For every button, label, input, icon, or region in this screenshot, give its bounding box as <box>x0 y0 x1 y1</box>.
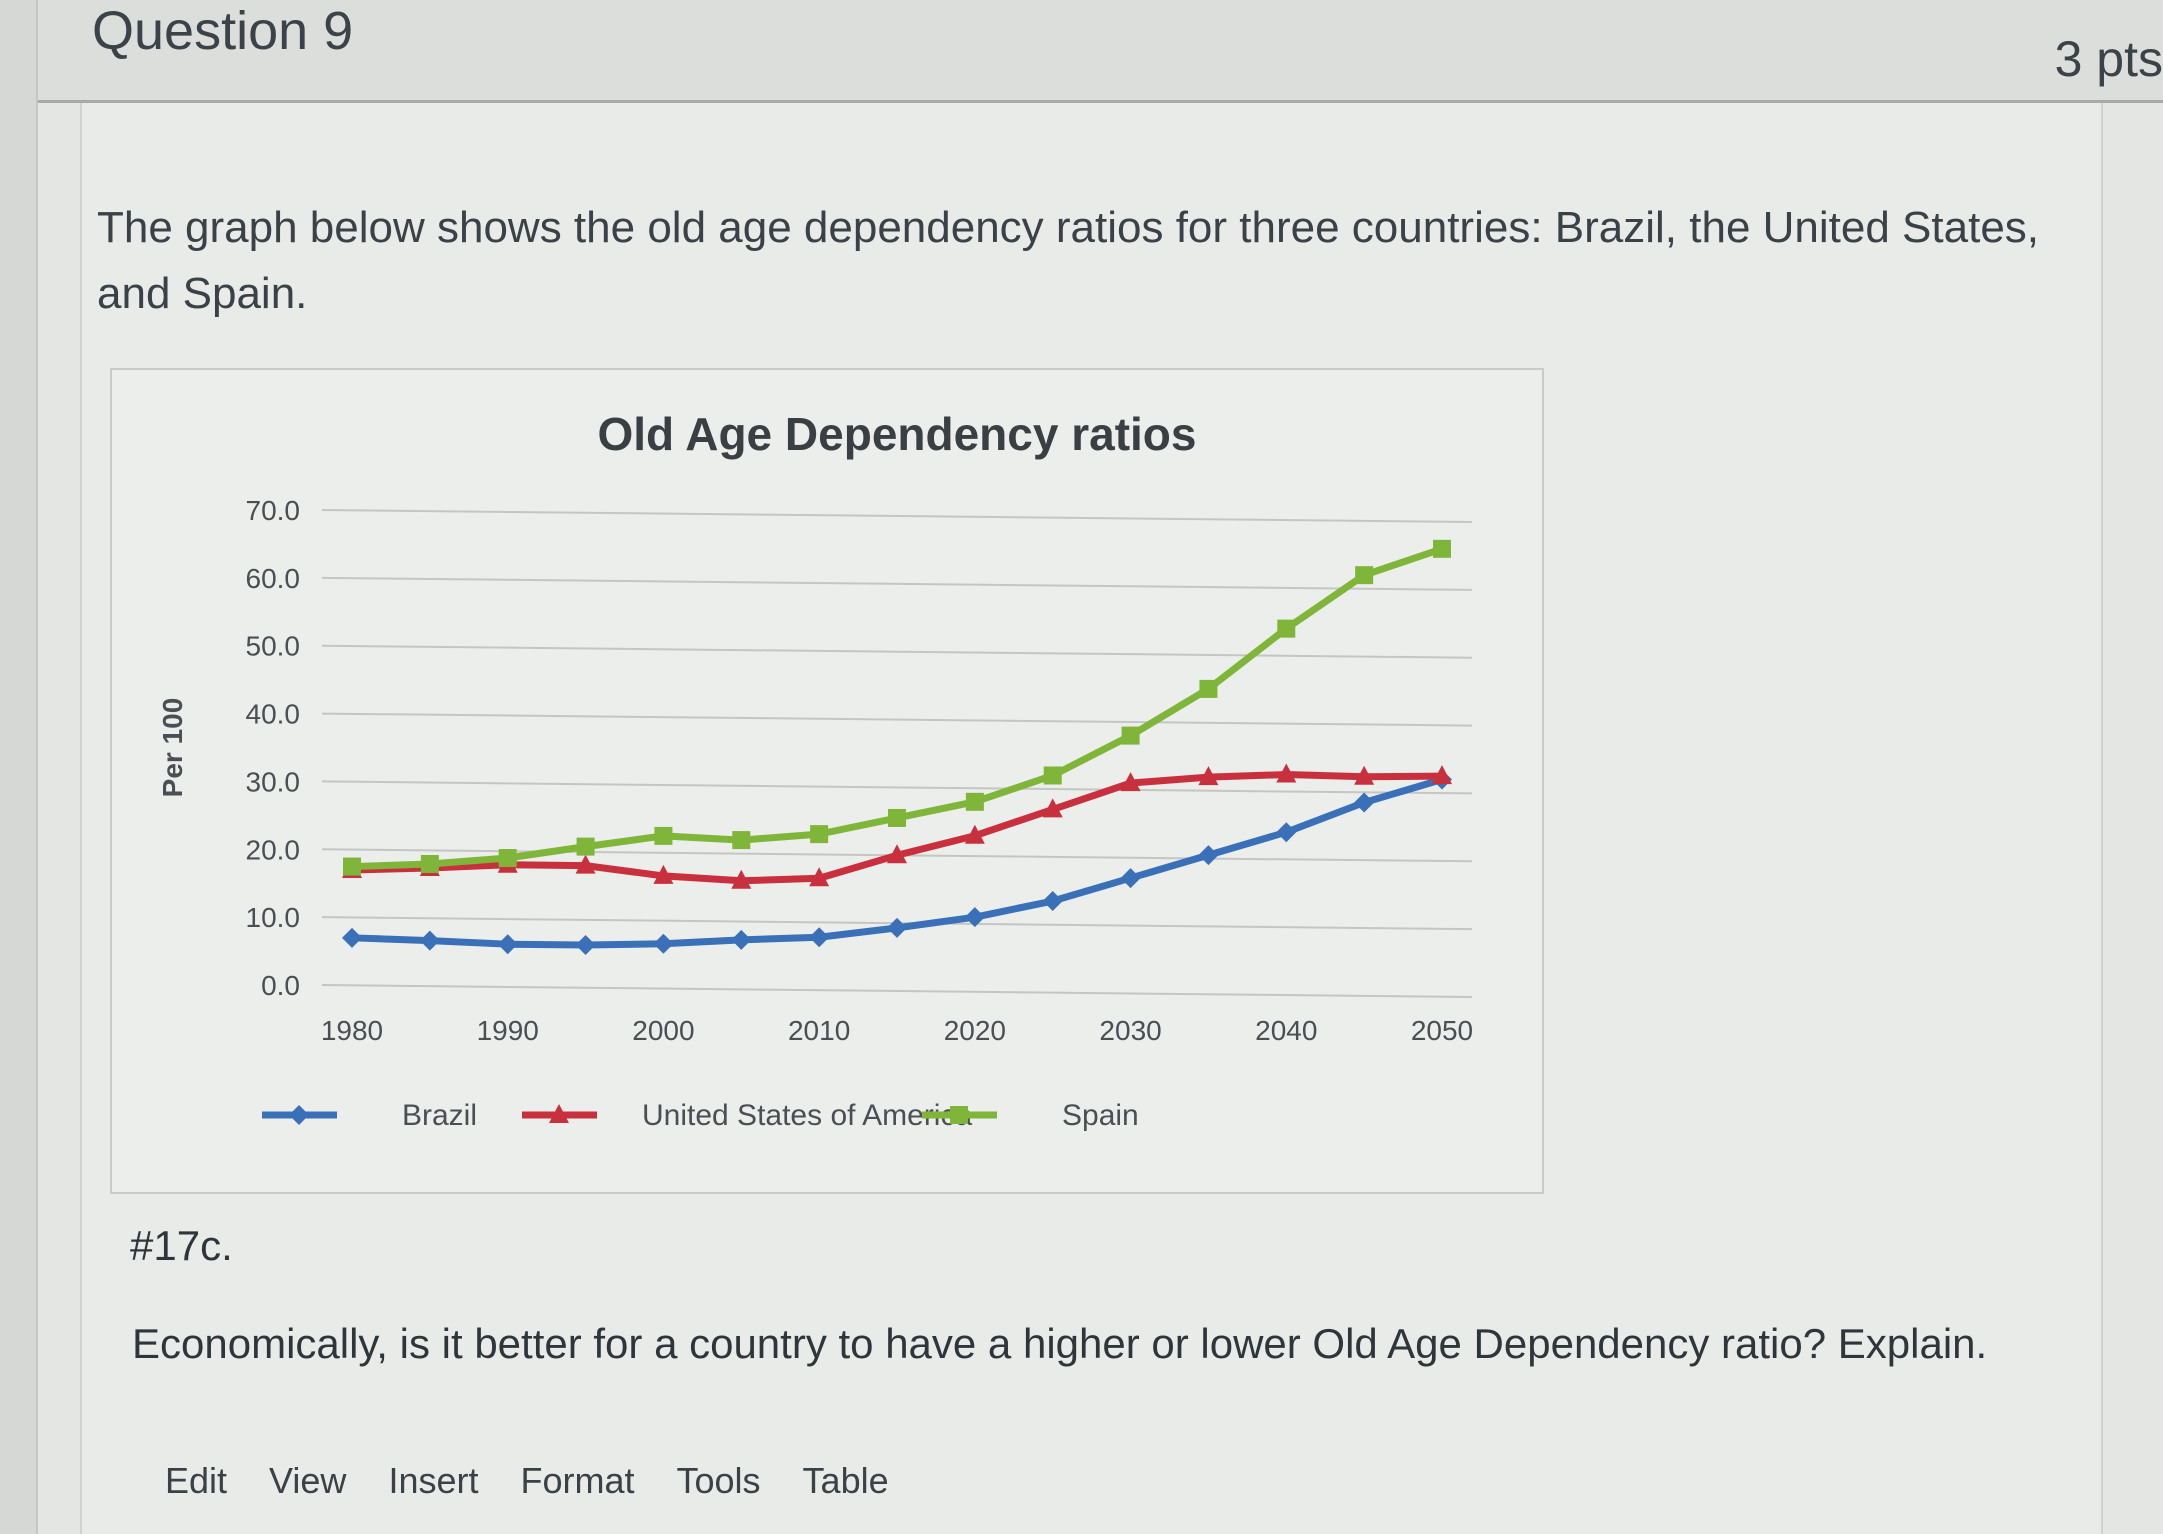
x-tick-label: 1990 <box>477 1015 539 1046</box>
data-point-spain <box>1277 619 1296 638</box>
legend-marker-spain <box>950 1106 968 1124</box>
legend-label-united-states-of-america: United States of America <box>642 1099 972 1132</box>
data-point-spain <box>1043 766 1062 785</box>
data-point-spain <box>1433 539 1451 558</box>
data-point-spain <box>1199 679 1218 698</box>
data-point-spain <box>1355 566 1374 585</box>
y-tick-label: 60.0 <box>246 563 301 594</box>
gridline <box>321 509 1473 523</box>
data-point-spain <box>732 831 751 850</box>
data-point-brazil <box>887 917 907 938</box>
legend-label-spain: Spain <box>1062 1099 1139 1132</box>
gridline <box>321 984 1473 998</box>
data-point-united-states-of-america <box>1276 763 1297 783</box>
y-tick-label: 10.0 <box>246 902 301 933</box>
menu-format[interactable]: Format <box>520 1460 635 1501</box>
legend-marker-brazil <box>289 1105 309 1125</box>
data-point-brazil <box>809 927 830 948</box>
data-point-united-states-of-america <box>653 864 674 884</box>
menu-view[interactable]: View <box>269 1460 347 1501</box>
data-point-brazil <box>575 935 596 956</box>
data-point-united-states-of-america <box>809 867 830 887</box>
data-point-brazil <box>419 930 440 951</box>
data-point-spain <box>654 826 673 845</box>
chart-title: Old Age Dependency ratios <box>598 408 1197 460</box>
data-point-spain <box>498 849 517 868</box>
gridline <box>321 780 1473 795</box>
data-point-united-states-of-america <box>1198 766 1219 786</box>
x-tick-label: 1980 <box>321 1015 383 1046</box>
y-tick-label: 50.0 <box>246 631 301 662</box>
data-point-united-states-of-america <box>575 854 596 874</box>
data-point-spain <box>810 825 829 844</box>
x-tick-label: 2020 <box>944 1015 1006 1046</box>
data-point-brazil <box>342 927 362 948</box>
data-point-united-states-of-america <box>1432 765 1452 785</box>
question-intro-text: The graph below shows the old age depend… <box>97 203 2040 318</box>
data-point-united-states-of-america <box>887 844 907 864</box>
data-point-united-states-of-america <box>1042 798 1063 818</box>
y-axis-label: Per 100 <box>157 698 188 798</box>
editor-menu-bar: Edit View Insert Format Tools Table <box>165 1460 889 1502</box>
line-chart: Old Age Dependency ratios Per 100 0.0 10.0 2… <box>157 408 1473 1132</box>
data-point-brazil <box>497 934 518 955</box>
x-tick-label: 2000 <box>632 1015 694 1046</box>
x-tick-label: 2030 <box>1099 1015 1161 1046</box>
menu-tools[interactable]: Tools <box>676 1460 761 1501</box>
data-point-united-states-of-america <box>731 869 752 889</box>
data-point-brazil <box>1354 792 1375 813</box>
data-point-spain <box>576 837 595 856</box>
data-point-brazil <box>653 933 674 954</box>
question-number-label: #17c. <box>130 1222 233 1269</box>
data-point-spain <box>420 854 439 873</box>
data-point-brazil <box>1042 891 1063 912</box>
data-point-spain <box>343 857 361 876</box>
left-sidebar-edge <box>0 0 38 1534</box>
y-tick-label: 30.0 <box>246 766 301 797</box>
menu-table[interactable]: Table <box>802 1460 889 1501</box>
chart-container: Old Age Dependency ratios Per 100 0.0 10.0 2… <box>110 368 1544 1194</box>
data-point-brazil <box>964 907 985 928</box>
question-title: Question 9 <box>92 1 354 61</box>
data-point-brazil <box>731 929 752 950</box>
y-tick-label: 70.0 <box>246 495 301 526</box>
question-header: Question 9 3 pts <box>38 0 2163 103</box>
gridline <box>321 712 1473 727</box>
data-point-spain <box>1121 726 1140 745</box>
data-point-spain <box>965 792 984 811</box>
data-point-brazil <box>1276 822 1297 843</box>
question-points: 3 pts <box>2054 31 2163 87</box>
y-tick-label: 40.0 <box>246 699 301 730</box>
y-tick-label: 0.0 <box>261 970 300 1001</box>
x-tick-label: 2050 <box>1411 1015 1473 1046</box>
data-point-brazil <box>1120 868 1141 889</box>
data-point-united-states-of-america <box>964 824 985 844</box>
menu-edit[interactable]: Edit <box>165 1460 228 1501</box>
x-tick-label: 2010 <box>788 1015 850 1046</box>
data-point-brazil <box>1198 845 1219 866</box>
y-tick-label: 20.0 <box>246 834 301 865</box>
legend-marker-united-states-of-america <box>549 1104 569 1123</box>
gridline <box>321 576 1473 591</box>
x-tick-label: 2040 <box>1255 1015 1317 1046</box>
legend-label-brazil: Brazil <box>402 1099 477 1132</box>
data-point-united-states-of-america <box>1120 772 1141 792</box>
data-point-united-states-of-america <box>1354 765 1375 785</box>
data-point-spain <box>888 808 906 827</box>
question-prompt: Economically, is it better for a country… <box>132 1320 1988 1367</box>
menu-insert[interactable]: Insert <box>388 1460 479 1501</box>
gridline <box>321 644 1473 659</box>
